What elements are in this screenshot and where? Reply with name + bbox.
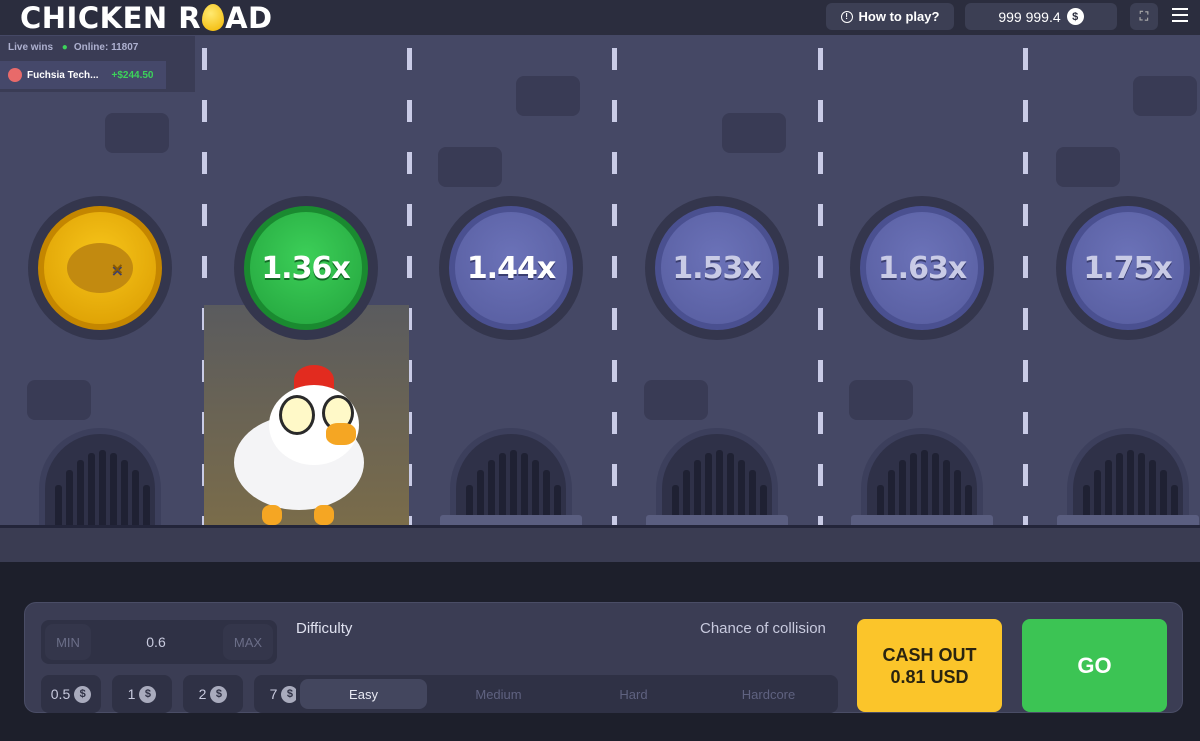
min-button[interactable]: MIN <box>45 624 91 660</box>
sewer-grate <box>450 428 572 525</box>
dollar-coin-icon: $ <box>281 685 299 703</box>
how-to-play-button[interactable]: ! How to play? <box>826 3 954 30</box>
lane-divider <box>1023 48 1028 528</box>
info-icon: ! <box>840 10 853 23</box>
dollar-coin-icon: $ <box>1066 8 1084 25</box>
brick <box>722 113 786 153</box>
lane-3-coin: 1.53x <box>644 196 789 340</box>
grate-base <box>1056 515 1199 525</box>
difficulty-hard[interactable]: Hard <box>619 686 648 702</box>
multiplier: 1.53x <box>672 250 761 286</box>
difficulty-easy[interactable]: Easy <box>300 679 427 709</box>
max-button[interactable]: MAX <box>223 624 273 660</box>
dollar-coin-icon: $ <box>74 685 92 703</box>
brick <box>644 380 708 420</box>
sewer-grate <box>1066 428 1189 525</box>
lane-2-coin[interactable]: 1.44x <box>439 196 583 340</box>
balance-display: 999 999.4 $ <box>965 3 1117 30</box>
brick <box>438 147 502 187</box>
cash-out-button[interactable]: CASH OUT 0.81 USD <box>857 619 1002 712</box>
difficulty-selector: Easy Medium Hard Hardcore <box>296 675 838 713</box>
difficulty-medium[interactable]: Medium <box>475 686 522 702</box>
menu-icon[interactable] <box>1172 8 1188 22</box>
live-wins-panel: Live wins ● Online: 11807 Fuchsia Tech...… <box>0 36 195 92</box>
multiplier: 1.36x <box>261 250 350 286</box>
grate-base <box>440 515 582 525</box>
sewer-grate <box>39 428 161 525</box>
sewer-grate <box>655 428 778 525</box>
multiplier: 1.63x <box>877 250 967 286</box>
lane-divider <box>612 48 617 528</box>
egg-icon <box>202 4 225 31</box>
chicken-character <box>234 365 384 525</box>
quick-bet-chip[interactable]: 1 $ <box>112 675 172 713</box>
roast-chicken-icon: × <box>67 243 133 293</box>
quick-bet-chip[interactable]: 2 $ <box>183 675 243 713</box>
go-button[interactable]: GO <box>1022 619 1167 712</box>
lane-divider <box>818 48 823 528</box>
brick <box>516 76 580 116</box>
lane-5-coin: 1.75x <box>1055 196 1200 340</box>
lane-4-coin: 1.63x <box>850 196 994 340</box>
fullscreen-icon[interactable]: ⛶ <box>1130 3 1158 30</box>
grate-base <box>851 515 993 525</box>
sewer-grate <box>861 428 983 525</box>
lane-divider <box>202 48 207 528</box>
avatar <box>8 68 22 82</box>
top-bar: CHICKEN R AD ! How to play? 999 999.4 $ ⛶ <box>0 0 1200 35</box>
brick <box>849 380 913 420</box>
curb <box>0 525 1200 562</box>
brick <box>27 380 91 420</box>
difficulty-label: Difficulty <box>296 620 353 637</box>
live-win-item: Fuchsia Tech... +$244.50 <box>0 61 166 89</box>
logo: CHICKEN R AD <box>20 1 273 35</box>
collision-chance-label: Chance of collision <box>700 620 826 637</box>
difficulty-hardcore[interactable]: Hardcore <box>741 686 796 702</box>
lane-0-coin: × <box>28 196 172 340</box>
dollar-coin-icon: $ <box>210 685 228 703</box>
road <box>0 35 1200 525</box>
bet-amount[interactable]: 0.6 <box>146 634 166 650</box>
multiplier: 1.75x <box>1083 250 1172 286</box>
grate-base <box>645 515 788 525</box>
lane-1-coin: 1.36x <box>233 196 378 340</box>
brick <box>1133 76 1197 116</box>
bet-input[interactable]: MIN 0.6 MAX <box>41 620 277 664</box>
dollar-coin-icon: $ <box>139 685 157 703</box>
brick <box>105 113 169 153</box>
quick-bet-chip[interactable]: 0.5 $ <box>41 675 101 713</box>
brick <box>1056 147 1120 187</box>
multiplier: 1.44x <box>466 250 556 286</box>
lane-divider <box>407 48 412 528</box>
